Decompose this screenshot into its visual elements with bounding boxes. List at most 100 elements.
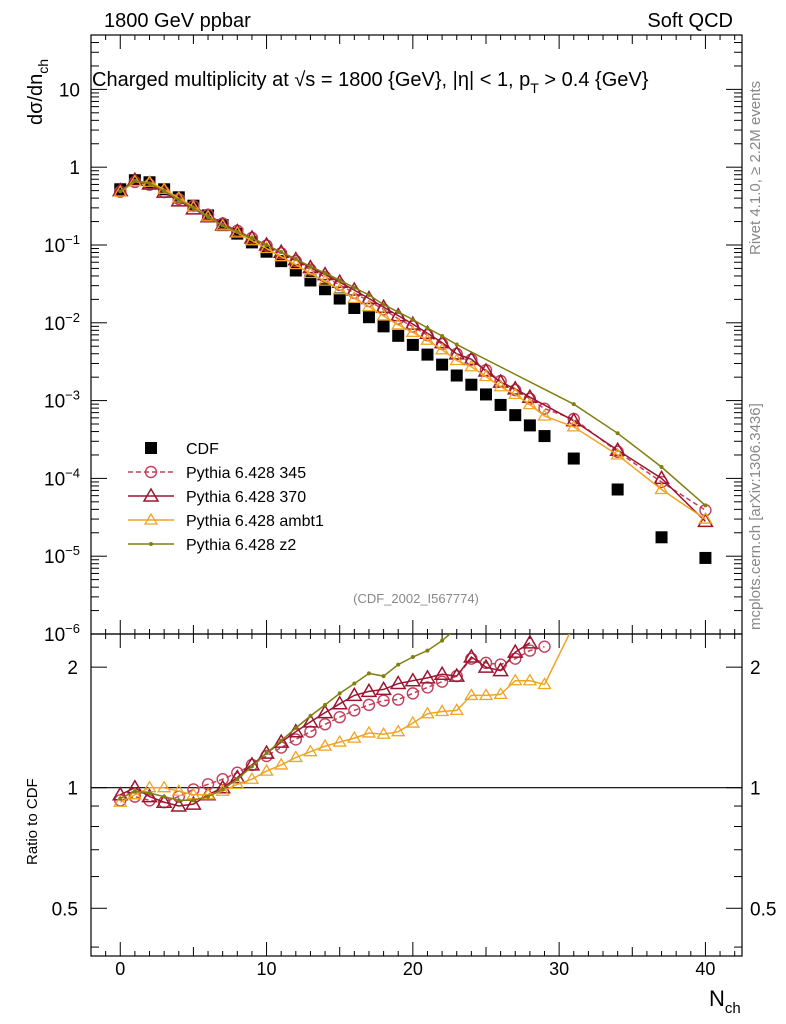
legend-marker <box>149 542 153 546</box>
legend-marker <box>144 465 158 479</box>
mc-point-main <box>235 229 240 234</box>
y-tick-label: 10−5 <box>44 543 80 568</box>
mc-point-ratio <box>171 783 186 796</box>
rivet-version-label: Rivet 4.1.0, ≥ 2.2M events <box>747 81 764 255</box>
mc-point-ratio <box>348 704 361 717</box>
mc-point-ratio <box>433 665 451 681</box>
mc-point-ratio <box>421 681 434 694</box>
ratio-tick-label-left: 0.5 <box>52 899 78 920</box>
mc-point-main <box>381 302 386 307</box>
mc-point-ratio <box>464 688 479 701</box>
mc-point-ratio <box>396 662 401 667</box>
mc-point-main <box>337 278 342 283</box>
mc-point-main <box>454 342 459 347</box>
x-tick-label: 0 <box>115 959 125 979</box>
mc-point-ratio <box>141 788 158 803</box>
mc-point-main <box>376 308 391 321</box>
mc-point-ratio <box>332 734 347 747</box>
mc-point-main <box>615 431 620 436</box>
mc-point-main <box>361 299 377 312</box>
mc-point-ratio <box>293 725 298 730</box>
x-tick-label: 20 <box>403 959 423 979</box>
mc-point-main <box>465 353 478 366</box>
mc-point-main <box>433 334 451 349</box>
mc-point-main <box>521 388 539 403</box>
mc-point-ratio <box>463 648 480 663</box>
mc-point-main <box>274 249 289 262</box>
mc-point-ratio <box>118 796 123 801</box>
cdf-point <box>362 311 375 324</box>
mc-point-ratio <box>323 702 328 707</box>
mc-point-ratio <box>448 667 466 682</box>
mc-point-main <box>703 503 708 508</box>
mc-point-main <box>162 189 167 194</box>
mc-point-ratio <box>279 738 284 743</box>
mc-point-ratio <box>347 730 362 743</box>
mc-point-main <box>249 236 254 241</box>
header-right: Soft QCD <box>647 10 733 32</box>
mc-point-main <box>230 225 245 238</box>
mc-point-ratio <box>206 794 211 799</box>
legend-marker <box>142 487 160 502</box>
mc-point-ratio <box>127 787 143 800</box>
cdf-point <box>655 531 668 544</box>
ratio-series <box>111 634 571 812</box>
mc-line-main <box>119 181 706 511</box>
mc-point-main <box>132 178 137 183</box>
mc-point-main <box>288 257 303 270</box>
mc-point-ratio <box>185 795 202 810</box>
mc-point-ratio <box>391 724 406 737</box>
mc-point-main <box>352 285 357 290</box>
mc-point-ratio <box>523 644 537 657</box>
mc-point-main <box>316 266 334 281</box>
mc-point-ratio <box>522 673 538 686</box>
mc-point-main <box>463 350 480 366</box>
mc-point-main <box>698 511 713 524</box>
mc-point-main <box>215 218 230 231</box>
mc-point-ratio <box>346 686 363 702</box>
x-tick-label: 30 <box>549 959 569 979</box>
mc-point-ratio <box>381 674 386 679</box>
mc-point-ratio <box>113 794 128 807</box>
y-tick-label: 10−1 <box>44 232 80 257</box>
y-tick-label: 10−2 <box>44 310 80 335</box>
mc-point-main <box>279 250 284 255</box>
mc-point-ratio <box>272 733 290 748</box>
mc-point-ratio <box>366 671 371 676</box>
analysis-id: (CDF_2002_I567774) <box>353 591 479 606</box>
y-tick-label: 10 <box>59 80 80 101</box>
mc-point-main <box>440 334 445 339</box>
mc-point-ratio <box>230 777 245 789</box>
mc-point-ratio <box>420 706 435 719</box>
mc-point-main <box>127 174 143 187</box>
legend-label: Pythia 6.428 z2 <box>186 537 296 554</box>
ratio-plot-frame <box>90 633 743 957</box>
mcplots-label: mcplots.cern.ch [arXiv:1306.3436] <box>747 403 764 630</box>
mc-point-main <box>697 512 714 528</box>
mc-point-ratio <box>302 713 319 728</box>
ratio-axis-label: Ratio to CDF <box>24 778 41 865</box>
ratio-tick-label-left: 1 <box>67 779 78 800</box>
cdf-point <box>567 452 580 465</box>
mc-point-main <box>366 292 371 297</box>
cdf-point <box>450 369 463 382</box>
mc-point-main <box>113 184 128 197</box>
mc-point-ratio <box>410 655 415 660</box>
mc-point-main <box>264 242 269 247</box>
cdf-point <box>699 551 712 564</box>
mc-point-main <box>464 359 479 372</box>
mc-point-main <box>478 369 494 382</box>
mc-point-ratio <box>478 688 494 701</box>
mc-point-ratio <box>337 691 342 696</box>
mc-point-main <box>191 206 196 211</box>
mc-point-ratio <box>376 726 391 739</box>
legend-label: CDF <box>186 441 219 458</box>
mc-point-ratio <box>304 725 317 738</box>
mc-point-ratio <box>375 680 392 696</box>
mc-point-main <box>176 197 181 202</box>
mc-point-main <box>654 482 669 495</box>
mc-point-ratio <box>316 704 334 719</box>
mc-point-ratio <box>317 738 333 751</box>
mc-point-main <box>571 402 576 407</box>
mc-point-ratio <box>389 675 407 690</box>
